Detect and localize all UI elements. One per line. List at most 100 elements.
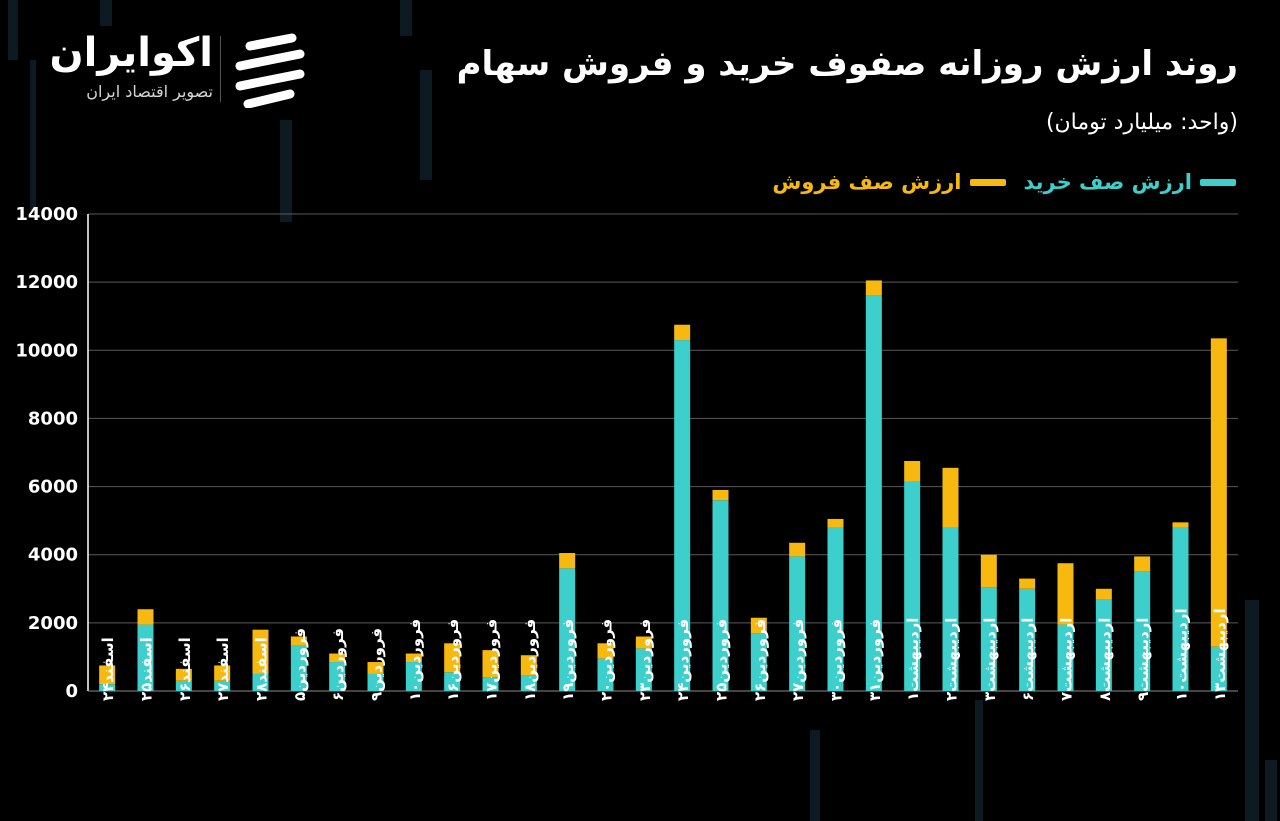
bar-buy <box>1019 588 1036 691</box>
x-tick-label: اسفند۲۶ <box>176 637 194 701</box>
x-tick-label: فروردین۱۶ <box>444 619 462 701</box>
bar-buy <box>597 658 614 691</box>
bar-sell <box>1172 522 1189 528</box>
y-tick-label: 8000 <box>28 408 78 429</box>
bar-buy <box>252 673 269 691</box>
bar-sell <box>789 542 806 557</box>
legend-item-sell: ارزش صف فروش <box>772 170 1006 194</box>
bar-buy <box>367 673 384 691</box>
bar-buy <box>137 624 154 691</box>
x-tick-label: فروردین۲۷ <box>789 619 807 701</box>
y-tick-label: 2000 <box>28 613 78 634</box>
bar-buy <box>1134 571 1151 691</box>
bar-sell <box>252 629 269 674</box>
bar-buy <box>750 633 767 691</box>
y-tick-label: 6000 <box>28 477 78 498</box>
bar-buy <box>99 684 116 691</box>
bar-sell <box>750 617 767 634</box>
bar-sell <box>1134 556 1151 572</box>
logo-divider <box>220 36 221 102</box>
bar-buy <box>559 568 576 691</box>
x-tick-label: فروردین۲۴ <box>674 619 692 701</box>
x-tick-label: اردیبهشت۷ <box>1058 618 1076 701</box>
x-tick-label: فروردین۳۱ <box>866 619 884 701</box>
x-tick-label: اسفند۲۴ <box>99 637 117 701</box>
brand-mark-icon <box>235 33 305 108</box>
y-tick-label: 14000 <box>15 204 78 225</box>
x-tick-label: اردیبهشت۱ <box>904 618 922 701</box>
bar-sell <box>520 655 537 676</box>
x-tick-label: اردیبهشت۲ <box>943 618 961 701</box>
chart-legend: ارزش صف خرید ارزش صف فروش <box>772 170 1236 194</box>
x-tick-label: فروردین۲۵ <box>713 619 731 701</box>
x-tick-label: اسفند۲۷ <box>214 637 232 701</box>
x-tick-label: فروردین۲۳ <box>636 619 654 701</box>
bar-sell <box>559 553 576 569</box>
bar-buy <box>1057 624 1074 691</box>
bar-buy <box>1095 599 1112 691</box>
bar-sell <box>290 636 307 646</box>
bar-sell <box>674 324 691 341</box>
x-tick-label: اردیبهشت۶ <box>1019 618 1037 701</box>
bar-sell <box>904 461 921 482</box>
bar-buy <box>214 680 231 691</box>
bar-sell <box>214 665 231 681</box>
bar-sell <box>367 662 384 674</box>
bar-buy <box>329 662 346 691</box>
bar-buy <box>904 481 921 691</box>
x-tick-label: فروردین۹ <box>368 628 386 701</box>
bar-sell <box>635 636 652 649</box>
bar-sell <box>597 643 614 659</box>
bar-buy <box>175 680 192 691</box>
bar-buy <box>635 648 652 691</box>
y-tick-label: 4000 <box>28 545 78 566</box>
x-tick-label: فروردین۲۶ <box>751 619 769 701</box>
bar-buy <box>520 675 537 691</box>
x-tick-label: اردیبهشت۱۳ <box>1211 608 1229 701</box>
y-tick-label: 10000 <box>15 340 78 361</box>
bar-buy <box>865 295 882 691</box>
x-tick-label: فروردین۱۹ <box>559 619 577 701</box>
x-tick-label: اسفند۲۵ <box>138 637 156 701</box>
bar-buy <box>290 645 307 691</box>
bar-buy <box>674 340 691 691</box>
x-tick-label: اردیبهشت۳ <box>981 618 999 701</box>
bar-sell <box>1210 338 1227 647</box>
bar-sell <box>137 609 154 625</box>
bar-sell <box>1019 578 1036 589</box>
bar-buy <box>1172 527 1189 691</box>
bar-buy <box>980 587 997 691</box>
bar-sell <box>1057 563 1074 625</box>
bar-sell <box>942 467 959 528</box>
x-tick-label: فروردین۶ <box>329 628 347 701</box>
legend-swatch-sell <box>969 178 1006 186</box>
x-tick-label: اردیبهشت۸ <box>1096 618 1114 701</box>
brand-name: اکوایران <box>49 30 213 76</box>
chart-title: روند ارزش روزانه صفوف خرید و فروش سهام <box>456 44 1238 84</box>
bar-buy <box>712 500 729 691</box>
bar-sell <box>99 665 116 685</box>
bar-buy <box>942 527 959 691</box>
x-tick-label: اردیبهشت۹ <box>1134 618 1152 701</box>
bar-sell <box>405 653 422 663</box>
x-tick-label: فروردین۱۷ <box>483 619 501 701</box>
bar-buy <box>444 672 461 691</box>
bar-buy <box>789 556 806 691</box>
brand-tagline: تصویر اقتصاد ایران <box>86 82 213 101</box>
x-tick-label: فروردین۲۰ <box>598 619 616 701</box>
legend-item-buy: ارزش صف خرید <box>1024 170 1236 194</box>
y-tick-label: 12000 <box>15 272 78 293</box>
x-tick-label: اسفند۲۸ <box>253 637 271 701</box>
x-tick-label: اردیبهشت۱۰ <box>1173 608 1191 701</box>
x-tick-label: فروردین۱۰ <box>406 619 424 701</box>
bar-buy <box>482 677 499 691</box>
bar-sell <box>482 650 499 678</box>
bar-buy <box>405 662 422 691</box>
x-tick-label: فروردین۱۸ <box>521 619 539 701</box>
legend-swatch-buy <box>1200 178 1236 186</box>
bar-sell <box>827 518 844 528</box>
bar-sell <box>329 653 346 663</box>
bar-sell <box>175 668 192 681</box>
